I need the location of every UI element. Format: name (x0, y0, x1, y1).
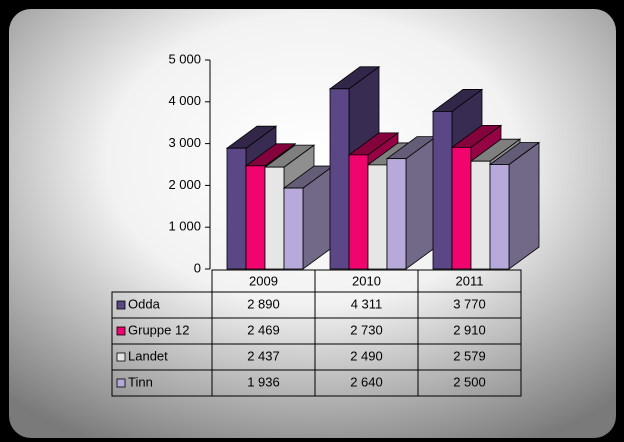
y-tick-label: 3 000 (168, 135, 201, 150)
bar-front (367, 164, 388, 270)
legend-key (116, 326, 126, 336)
table-value: 2 469 (247, 322, 280, 337)
bar-side (405, 135, 437, 270)
legend-key (116, 378, 126, 388)
bar-front (489, 164, 510, 270)
table-value: 2 437 (247, 348, 280, 363)
y-tick-label: 4 000 (168, 93, 201, 108)
bar-front (470, 160, 491, 270)
legend-key (116, 300, 126, 310)
x-tick-label: 2011 (456, 273, 484, 288)
bar-front (348, 154, 369, 270)
bar (488, 141, 541, 270)
legend-key (116, 352, 126, 362)
table-value: 2 910 (453, 322, 486, 337)
table-value: 4 311 (351, 296, 383, 311)
bar (385, 135, 438, 270)
table-value: 2 640 (350, 374, 383, 389)
bar-front (432, 111, 453, 270)
y-tick-label: 1 000 (168, 219, 201, 234)
table-value: 2 579 (453, 348, 486, 363)
x-tick-label: 2010 (352, 273, 381, 288)
x-tick-label: 2009 (249, 273, 278, 288)
bar-front (329, 88, 350, 270)
y-tick-label: 2 000 (168, 177, 201, 192)
legend-label: Landet (128, 348, 168, 363)
legend-label: Gruppe 12 (128, 322, 189, 337)
y-tick-label: 0 (194, 260, 201, 275)
bar-front (283, 187, 304, 270)
bar-front (226, 147, 247, 270)
table-value: 2 490 (350, 348, 383, 363)
bar-front (386, 158, 407, 270)
table-value: 3 770 (453, 296, 486, 311)
legend-label: Odda (128, 296, 161, 311)
bar-front (451, 146, 472, 270)
bar-front (245, 165, 266, 270)
bar-front (264, 166, 285, 270)
y-tick-label: 5 000 (168, 51, 201, 66)
legend-label: Tinn (128, 374, 153, 389)
table-value: 1 936 (247, 374, 280, 389)
table-value: 2 890 (247, 296, 280, 311)
table-value: 2 730 (350, 322, 383, 337)
table-value: 2 500 (453, 374, 486, 389)
